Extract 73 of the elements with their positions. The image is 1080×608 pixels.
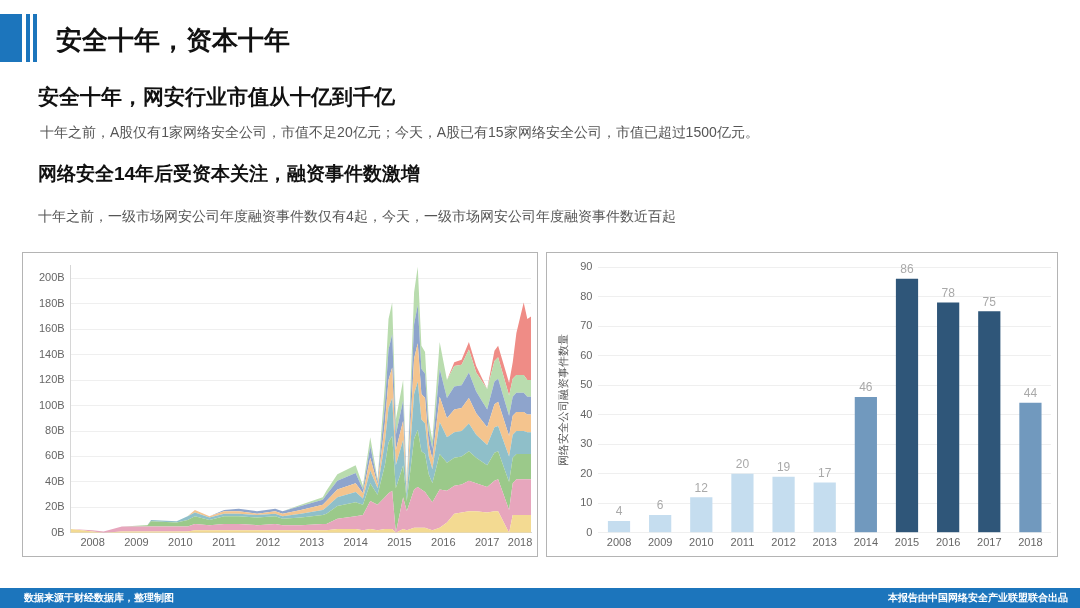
x-tick-label: 2010	[168, 536, 193, 549]
text: 网络安全14年后受资本关注，融资事件数激增	[38, 162, 421, 186]
chart-title: 安全十年，网安行业市值从十亿到千亿	[38, 84, 395, 110]
y-tick-label: 180B	[38, 296, 65, 309]
bar	[1019, 402, 1042, 533]
data-label: 12	[694, 480, 709, 495]
bar	[731, 473, 754, 533]
x-tick-label: 2017	[977, 536, 1002, 549]
y-tick-label: 200B	[38, 271, 65, 284]
x-tick-label: 2010	[689, 536, 714, 549]
x-tick-label: 2014	[853, 536, 879, 549]
text: 十年之前，一级市场网安公司年度融资事件数仅有4起，今天，一级市场网安公司年度融资事件数近百起	[38, 208, 676, 226]
y-tick-label: 10	[580, 496, 593, 509]
data-label: 19	[776, 460, 791, 474]
y-axis-title: 网络安全公司融资事件数量	[556, 333, 569, 466]
y-tick-label: 90	[580, 260, 593, 273]
bar	[813, 482, 836, 533]
y-tick-label: 80	[580, 289, 593, 302]
x-tick-label: 2014	[343, 536, 368, 549]
y-tick-label: 0B	[51, 525, 65, 538]
y-tick-label: 30	[580, 437, 593, 450]
data-label: 86	[900, 262, 914, 277]
y-tick-label: 50	[580, 378, 593, 391]
y-tick-label: 20B	[45, 500, 65, 513]
data-label: 46	[859, 380, 873, 395]
bar	[607, 520, 631, 533]
bar	[854, 396, 877, 533]
data-label: 78	[941, 285, 956, 300]
y-tick-label: 70	[580, 319, 593, 332]
bar	[937, 302, 960, 533]
y-tick-label: 80B	[45, 424, 65, 437]
x-tick-label: 2015	[387, 536, 412, 549]
chart-subtitle: 十年之前，A股仅有1家网络安全公司，市值不足20亿元；今天，A股已有15家网络安全公司，市值已超过1500亿元。	[40, 124, 759, 142]
y-tick-label: 60B	[45, 449, 65, 462]
bar	[978, 311, 1001, 533]
x-tick-label: 2018	[1018, 536, 1043, 549]
bar	[895, 278, 919, 533]
y-tick-label: 140B	[38, 347, 65, 360]
x-tick-label: 2008	[80, 536, 105, 549]
data-label: 75	[982, 294, 997, 309]
x-tick-label: 2009	[647, 536, 673, 549]
text: 数据来源于财经数据库，整理制图	[24, 591, 174, 605]
x-tick-label: 2012	[255, 536, 281, 549]
text: 安全十年，资本十年	[56, 24, 290, 57]
x-tick-label: 2017	[474, 536, 500, 549]
x-tick-label: 2016	[431, 536, 456, 549]
y-tick-label: 120B	[38, 373, 65, 386]
data-label: 17	[818, 465, 832, 480]
x-tick-label: 2008	[606, 536, 632, 549]
x-tick-label: 2016	[935, 536, 961, 549]
data-label: 20	[735, 457, 750, 472]
bar	[690, 497, 713, 533]
y-tick-label: 100B	[38, 398, 65, 411]
bar	[772, 476, 795, 533]
x-tick-label: 2013	[812, 536, 837, 549]
text: 本报告由中国网络安全产业联盟联合出品	[888, 591, 1068, 605]
y-tick-label: 20	[580, 466, 593, 479]
data-label: 6	[656, 498, 664, 513]
x-tick-label: 2015	[894, 536, 920, 549]
bar	[649, 515, 672, 533]
y-tick-label: 40	[580, 407, 593, 420]
y-tick-label: 160B	[38, 322, 65, 335]
x-tick-label: 2009	[124, 536, 149, 549]
x-tick-label: 2011	[212, 536, 236, 549]
x-tick-label: 2013	[299, 536, 325, 549]
y-tick-label: 0	[586, 525, 593, 538]
x-tick-label: 2018	[507, 536, 533, 549]
y-tick-label: 40B	[45, 474, 65, 487]
data-label: 44	[1023, 386, 1038, 401]
y-tick-label: 60	[580, 348, 593, 361]
data-label: 4	[615, 504, 623, 519]
x-tick-label: 2011	[730, 536, 755, 549]
x-tick-label: 2012	[771, 536, 796, 549]
